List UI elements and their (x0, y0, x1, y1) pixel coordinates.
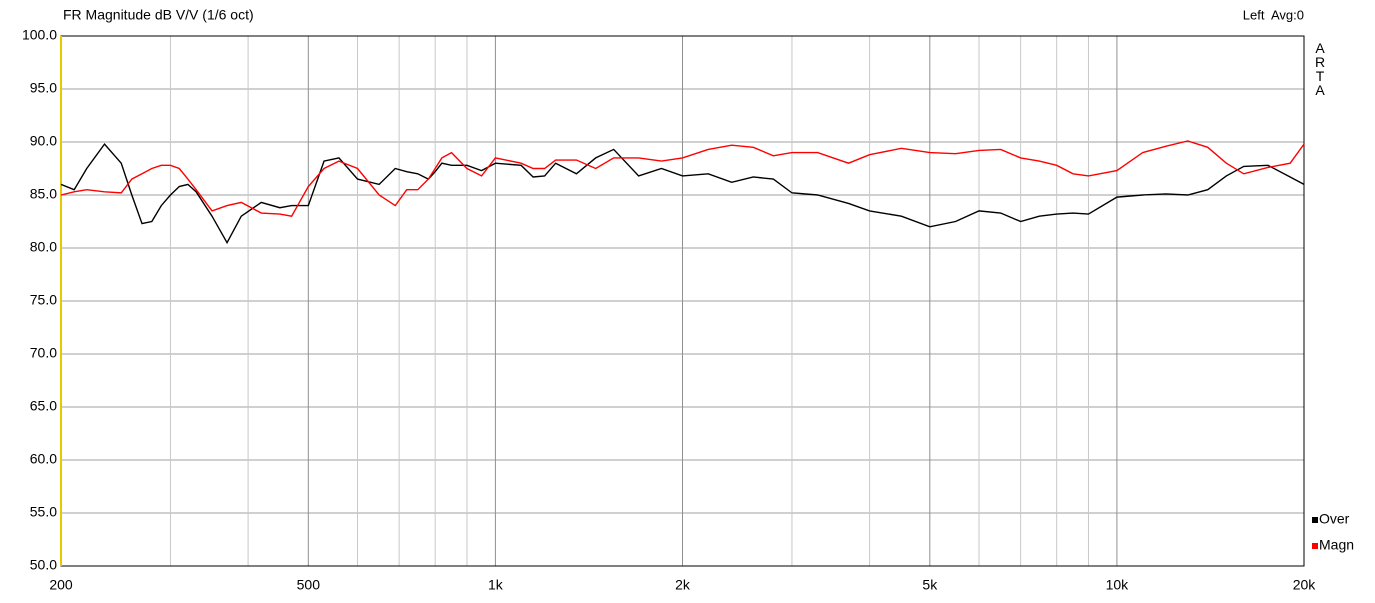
y-tick-label: 90.0 (30, 133, 57, 149)
y-tick-label: 75.0 (30, 292, 57, 308)
brand: ARTA (1312, 40, 1328, 96)
x-tick-label: 10k (1106, 577, 1130, 593)
x-tick-label: 2k (675, 577, 691, 593)
y-tick-label: 85.0 (30, 186, 57, 202)
legend-label: Magn (1319, 537, 1354, 553)
x-tick-label: 500 (297, 577, 321, 593)
chart-title: FR Magnitude dB V/V (1/6 oct) (63, 7, 254, 23)
y-tick-label: 60.0 (30, 451, 57, 467)
y-tick-label: 50.0 (30, 557, 57, 573)
x-tick-label: 5k (922, 577, 938, 593)
x-tick-label: 200 (49, 577, 73, 593)
y-tick-label: 100.0 (22, 27, 57, 43)
status-label: Left Avg:0 (1243, 7, 1304, 22)
y-tick-label: 80.0 (30, 239, 57, 255)
y-tick-label: 65.0 (30, 398, 57, 414)
x-tick-label: 1k (488, 577, 504, 593)
series-line (60, 143, 1305, 245)
legend-swatch (1312, 543, 1318, 549)
legend-label: Over (1319, 511, 1350, 527)
y-tick-label: 55.0 (30, 504, 57, 520)
x-tick-label: 20k (1293, 577, 1317, 593)
legend-swatch (1312, 517, 1318, 523)
y-tick-label: 70.0 (30, 345, 57, 361)
y-tick-label: 95.0 (30, 80, 57, 96)
series-line (60, 140, 1305, 217)
